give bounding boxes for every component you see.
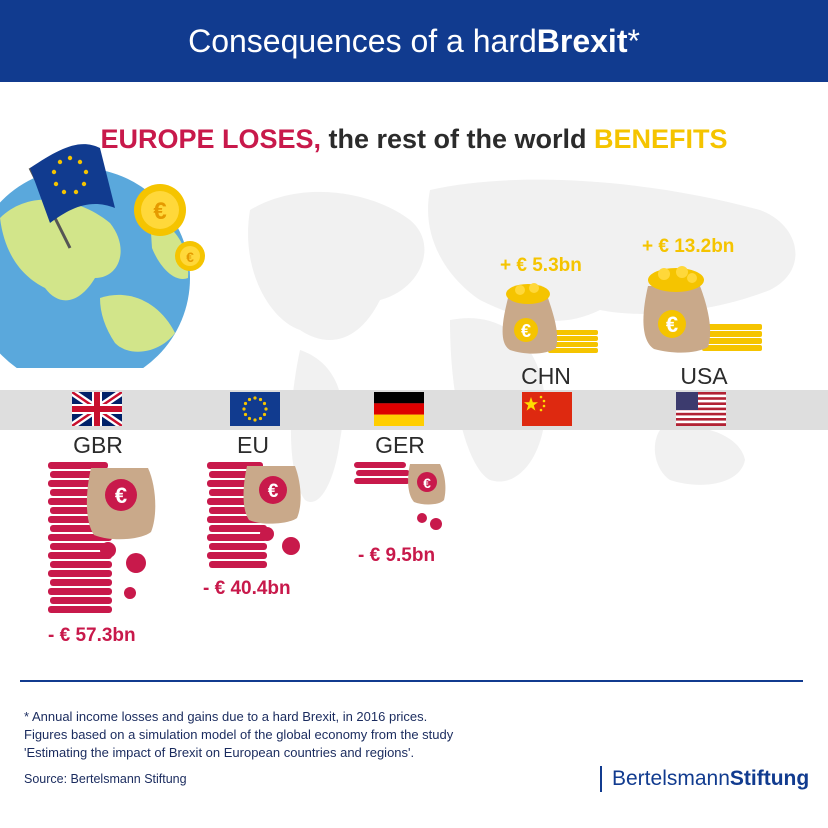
country-label-ger: GER	[375, 432, 425, 458]
svg-text:€: €	[666, 312, 678, 337]
usa-money-bag-icon: €	[643, 266, 762, 353]
gbr-amount: - € 57.3bn	[48, 625, 136, 646]
ger-loss-stack-icon: €	[354, 462, 446, 530]
svg-text:€: €	[153, 198, 166, 225]
svg-text:€: €	[115, 483, 127, 508]
svg-text:€: €	[186, 249, 194, 265]
bertelsmann-logo: BertelsmannStiftung	[600, 766, 809, 792]
germany-flag-icon	[374, 392, 424, 426]
svg-text:€: €	[521, 321, 531, 341]
eu-flag-icon	[230, 392, 280, 426]
source-credit: Source: Bertelsmann Stiftung	[24, 772, 187, 786]
footer-divider	[20, 680, 803, 682]
footnote-line-2: Figures based on a simulation model of t…	[24, 727, 454, 742]
footnote: * Annual income losses and gains due to …	[24, 708, 453, 762]
ger-amount: - € 9.5bn	[358, 545, 436, 566]
subtitle-middle: the rest of the world	[321, 124, 595, 154]
uk-flag-icon	[72, 392, 122, 426]
svg-text:€: €	[268, 481, 279, 502]
title-bold: Brexit	[536, 22, 628, 59]
title-prefix: Consequences of a hard	[188, 22, 537, 59]
usa-amount: + € 13.2bn	[642, 236, 735, 257]
logo-bold: Stiftung	[729, 767, 810, 790]
logo-regular: Bertelsmann	[612, 767, 730, 790]
eu-loss-stack-icon: €	[207, 462, 301, 568]
subtitle: EUROPE LOSES, the rest of the world BENE…	[0, 124, 828, 155]
footnote-line-1: * Annual income losses and gains due to …	[24, 709, 428, 724]
title-suffix: *	[627, 22, 640, 59]
chn-money-bag-icon: €	[502, 283, 598, 354]
svg-text:€: €	[423, 475, 431, 491]
country-label-gbr: GBR	[73, 432, 123, 458]
country-label-usa: USA	[680, 363, 728, 389]
subtitle-win: BENEFITS	[594, 124, 728, 154]
page-header: Consequences of a hard Brexit *	[0, 0, 828, 82]
gbr-loss-stack-icon: €	[48, 462, 156, 613]
subtitle-lose: EUROPE LOSES,	[100, 124, 321, 154]
country-label-chn: CHN	[521, 363, 571, 389]
footnote-line-3: 'Estimating the impact of Brexit on Euro…	[24, 745, 415, 760]
chn-amount: + € 5.3bn	[500, 255, 582, 276]
globe-illustration: € €	[0, 144, 205, 368]
country-label-eu: EU	[237, 432, 269, 458]
usa-flag-icon	[676, 392, 726, 426]
eu-amount: - € 40.4bn	[203, 578, 291, 599]
china-flag-icon	[522, 392, 572, 426]
